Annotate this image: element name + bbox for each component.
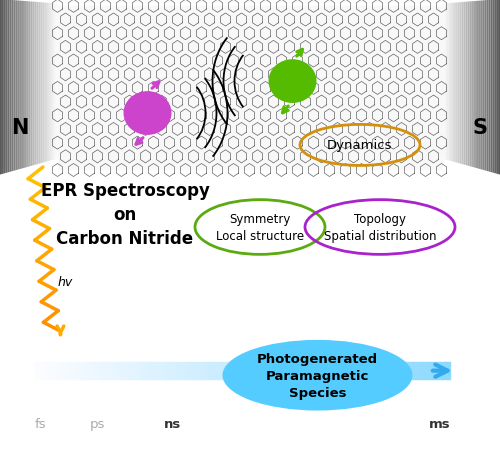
Polygon shape (468, 2, 469, 167)
Polygon shape (4, 0, 6, 174)
Polygon shape (456, 3, 458, 163)
Polygon shape (10, 1, 12, 172)
Text: Dynamics: Dynamics (327, 139, 393, 152)
Polygon shape (21, 2, 23, 169)
Polygon shape (490, 0, 492, 173)
Polygon shape (6, 0, 8, 173)
Text: Photogenerated
Paramagnetic
Species: Photogenerated Paramagnetic Species (257, 352, 378, 399)
Polygon shape (446, 4, 448, 161)
Polygon shape (46, 4, 48, 162)
Polygon shape (23, 2, 25, 169)
Polygon shape (462, 3, 464, 165)
Text: ps: ps (90, 417, 105, 430)
Polygon shape (475, 2, 477, 169)
Polygon shape (19, 1, 21, 170)
Polygon shape (473, 2, 475, 168)
Polygon shape (56, 5, 58, 160)
Polygon shape (458, 3, 460, 164)
Polygon shape (8, 0, 10, 173)
Text: hv: hv (58, 276, 73, 288)
Polygon shape (32, 3, 34, 166)
Polygon shape (48, 4, 50, 162)
Polygon shape (488, 1, 490, 172)
Polygon shape (448, 4, 450, 162)
Polygon shape (34, 3, 36, 166)
Polygon shape (450, 4, 452, 162)
Polygon shape (17, 1, 19, 171)
Polygon shape (442, 5, 444, 160)
Polygon shape (27, 2, 29, 168)
Polygon shape (36, 3, 38, 165)
Polygon shape (12, 1, 14, 172)
Polygon shape (25, 2, 27, 168)
Polygon shape (29, 2, 30, 167)
Polygon shape (444, 4, 446, 160)
Polygon shape (40, 3, 42, 164)
Text: S: S (472, 117, 488, 137)
Circle shape (268, 60, 316, 104)
Polygon shape (466, 3, 468, 166)
Polygon shape (452, 4, 454, 162)
Polygon shape (42, 3, 44, 163)
Polygon shape (483, 1, 484, 171)
Polygon shape (481, 1, 483, 171)
Polygon shape (477, 2, 479, 169)
Polygon shape (464, 3, 466, 166)
Polygon shape (460, 3, 462, 165)
Polygon shape (54, 4, 56, 160)
Text: N: N (12, 117, 28, 137)
Polygon shape (30, 2, 32, 167)
Text: fs: fs (34, 417, 46, 430)
Polygon shape (496, 0, 498, 175)
Polygon shape (0, 0, 2, 175)
Polygon shape (494, 0, 496, 174)
Circle shape (124, 92, 172, 136)
Text: Symmetry
Local structure: Symmetry Local structure (216, 212, 304, 243)
Bar (58, 7, 442, 171)
Text: EPR Spectroscopy
on
Carbon Nitride: EPR Spectroscopy on Carbon Nitride (40, 182, 209, 247)
Polygon shape (52, 4, 54, 161)
Text: Topology
Spatial distribution: Topology Spatial distribution (324, 212, 436, 243)
Polygon shape (492, 0, 494, 173)
Polygon shape (486, 1, 488, 172)
Polygon shape (50, 4, 52, 162)
Polygon shape (470, 2, 471, 167)
Polygon shape (38, 3, 40, 165)
Text: ns: ns (164, 417, 181, 430)
Polygon shape (14, 1, 16, 172)
Ellipse shape (222, 340, 412, 410)
Polygon shape (2, 0, 4, 175)
Polygon shape (44, 4, 46, 163)
Polygon shape (484, 1, 486, 172)
Polygon shape (498, 0, 500, 175)
Polygon shape (16, 1, 17, 171)
Polygon shape (471, 2, 473, 168)
Polygon shape (479, 1, 481, 170)
Polygon shape (454, 4, 456, 163)
Text: ms: ms (429, 417, 451, 430)
